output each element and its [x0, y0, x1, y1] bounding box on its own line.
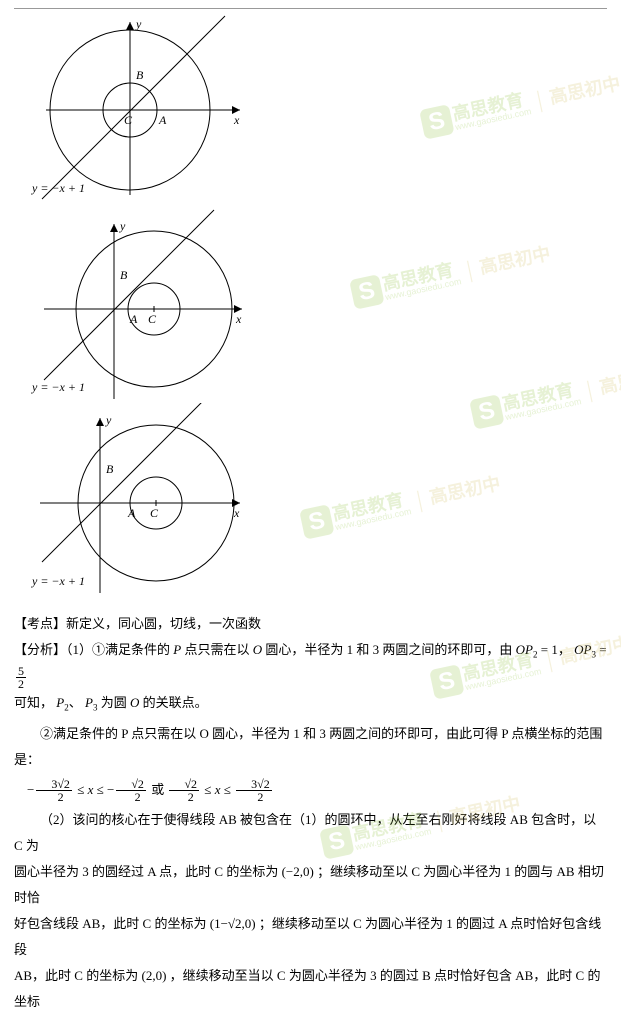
frac-5-2: 52	[16, 665, 26, 690]
content: 【考点】新定义，同心圆，切线，一次函数 【分析】（1）①满足条件的 P 点只需在…	[14, 611, 607, 1015]
svg-text:x: x	[233, 506, 240, 520]
diagram-1: y = −x + 1 y x A B C	[14, 15, 246, 205]
top-rule	[14, 8, 607, 9]
part2-line1: （2）该问的核心在于使得线段 AB 被包含在（1）的圆环中，从左至右刚好将线段 …	[14, 807, 607, 859]
diagram-3: y = −x + 1 y x A B C	[14, 403, 246, 593]
svg-text:A: A	[129, 312, 138, 326]
svg-text:B: B	[120, 268, 128, 282]
svg-text:y: y	[119, 219, 126, 233]
svg-text:C: C	[148, 312, 157, 326]
fenxi-line1b: 可知， P2、 P3 为圆 O 的关联点。	[14, 690, 607, 717]
part2-line4: AB，此时 C 的坐标为 (2,0) ，继续移动至当以 C 为圆心半径为 3 的…	[14, 963, 607, 1015]
svg-text:A: A	[158, 113, 167, 127]
fenxi-line1: 【分析】（1）①满足条件的 P 点只需在以 O 圆心，半径为 1 和 3 两圆之…	[14, 637, 607, 690]
svg-text:A: A	[127, 506, 136, 520]
svg-text:C: C	[150, 506, 159, 520]
part2-line3: 好包含线段 AB，此时 C 的坐标为 (1−√2,0) ；继续移动至以 C 为圆…	[14, 911, 607, 963]
svg-text:B: B	[106, 462, 114, 476]
coord-1-r2-0: (1−√2,0)	[210, 916, 256, 931]
part2-line2: 圆心半径为 3 的圆经过 A 点，此时 C 的坐标为 (−2,0) ；继续移动至…	[14, 859, 607, 911]
coord-2-0: (2,0)	[141, 968, 166, 983]
fenxi-label: 【分析】	[14, 642, 66, 657]
svg-text:y: y	[105, 413, 112, 427]
kaodian-line: 【考点】新定义，同心圆，切线，一次函数	[14, 611, 607, 637]
svg-text:x: x	[235, 312, 242, 326]
coord-neg2-0: (−2,0)	[282, 864, 314, 879]
svg-text:B: B	[136, 68, 144, 82]
kaodian-body: 新定义，同心圆，切线，一次函数	[66, 616, 261, 631]
svg-text:x: x	[233, 113, 240, 127]
svg-text:C: C	[124, 113, 133, 127]
svg-text:y: y	[135, 17, 142, 31]
diagram-2: y = −x + 1 y x A B C	[14, 209, 246, 399]
figures-container: y = −x + 1 y x A B Cy = −x + 1 y x A B Cy = −x + 1…	[14, 15, 607, 593]
kaodian-label: 【考点】	[14, 616, 66, 631]
fenxi-line2: ②满足条件的 P 点只需在以 O 圆心，半径为 1 和 3 两圆之间的环即可，由…	[14, 721, 607, 773]
range-inequality: −3√22 ≤ x ≤ −√22 或 √22 ≤ x ≤ 3√22	[14, 777, 607, 804]
svg-text:y = −x + 1: y = −x + 1	[31, 380, 85, 394]
svg-text:y = −x + 1: y = −x + 1	[31, 574, 85, 588]
svg-text:y = −x + 1: y = −x + 1	[31, 181, 85, 195]
